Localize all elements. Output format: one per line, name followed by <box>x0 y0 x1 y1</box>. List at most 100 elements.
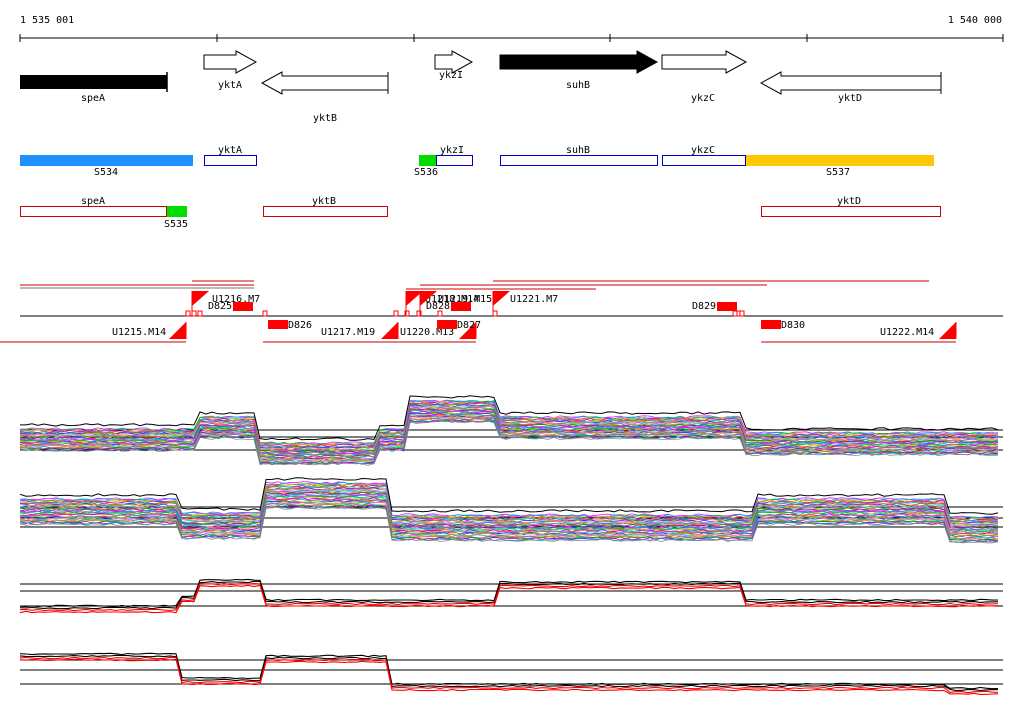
upshift-label: U1220.M13 <box>400 327 454 338</box>
ruler-start-label: 1 535 001 <box>20 15 74 26</box>
shift-marker <box>732 310 738 317</box>
downshift-D829: D829 <box>692 301 737 312</box>
gene-arrow-left <box>260 71 389 95</box>
upshift-label: U1216.M7 <box>212 294 260 305</box>
coordinate-ruler: 1 535 001 1 540 000 <box>19 15 1004 42</box>
gene-box-outline <box>662 155 746 166</box>
transcript-box-suhB: suhB <box>500 145 658 166</box>
profile-trace <box>19 489 999 527</box>
antisense-transcript-track: speA S535 yktB yktD <box>20 196 941 230</box>
transcript-box-S534: S534 <box>20 155 193 178</box>
antisense-box-label: yktB <box>312 196 336 207</box>
upshift-flag <box>169 322 186 339</box>
upshift-flag <box>420 291 437 306</box>
upshift-label: U1221.M7 <box>510 294 558 305</box>
gene-arrow-right <box>203 50 258 74</box>
profile-trace <box>19 580 999 610</box>
profile-trace <box>19 411 999 457</box>
segment-bar <box>746 155 934 166</box>
profile-trace <box>19 495 999 533</box>
segment-bar <box>167 206 187 217</box>
shift-marker <box>492 310 498 317</box>
expression-profile-panels <box>19 395 1003 695</box>
profile-trace <box>19 407 999 453</box>
transcript-box-ykzI: ykzI <box>436 145 473 166</box>
profile-trace <box>19 412 999 458</box>
transcript-box-yktA: yktA <box>204 145 257 166</box>
profile-trace <box>19 493 999 531</box>
gene-box-outline <box>263 206 388 217</box>
upshift-U1221.M7: U1221.M7 <box>492 291 558 316</box>
profile-trace <box>19 505 999 543</box>
upshift-label: U1215.M14 <box>112 327 166 338</box>
gene-yktD: yktD <box>759 71 942 104</box>
gene-bar <box>20 75 167 89</box>
upshift-U1216.M7: U1216.M7 <box>191 291 260 316</box>
transcript-box-label: yktA <box>218 145 242 156</box>
shift-marker <box>185 310 191 317</box>
antisense-box-label: yktD <box>837 196 861 207</box>
antisense-box-label: S535 <box>164 219 188 230</box>
profile-trace <box>19 500 999 539</box>
shift-annotation-track: U1215.M14 U1216.M7 U1217.M19 U1218.M14U1219… <box>0 280 1003 343</box>
gene-box-outline <box>204 155 257 166</box>
upshift-flag <box>493 291 510 306</box>
downshift-block <box>437 320 457 329</box>
profile-panel-1 <box>19 395 1003 466</box>
profile-trace <box>19 654 999 692</box>
profile-trace <box>19 493 999 531</box>
profile-trace <box>19 498 999 536</box>
antisense-box-yktD: yktD <box>761 196 941 217</box>
profile-trace <box>19 417 999 463</box>
profile-trace <box>19 495 999 533</box>
upshift-label: U1219.M15 <box>438 294 492 305</box>
profile-trace <box>19 404 998 451</box>
downshift-label: D827 <box>457 320 481 331</box>
downshift-label: D825 <box>208 301 232 312</box>
segment-bar <box>419 155 436 166</box>
upshift-U1218.M14: U1218.M14 <box>405 291 479 316</box>
upshift-U1217.M19: U1217.M19 <box>321 322 399 339</box>
upshift-flag <box>406 291 423 306</box>
antisense-box-yktB: yktB <box>263 196 388 217</box>
downshift-D830: D830 <box>761 320 805 331</box>
downshift-block <box>761 320 781 329</box>
downshift-D826: D826 <box>268 320 312 331</box>
shift-marker <box>739 310 745 317</box>
downshift-D825: D825 <box>208 301 253 312</box>
upshift-label: U1222.M14 <box>880 327 934 338</box>
profile-trace <box>19 658 999 695</box>
gene-arrow-right <box>434 50 474 74</box>
profile-trace <box>19 656 999 694</box>
transcript-box-S536: S536 <box>414 155 438 178</box>
gene-label: yktB <box>313 113 337 124</box>
gene-arrow-right <box>661 50 748 74</box>
downshift-D828: D828 <box>426 301 471 312</box>
transcript-box-S537: S537 <box>746 155 934 178</box>
gene-box-outline <box>500 155 658 166</box>
profile-trace <box>19 578 999 608</box>
transcript-box-label: ykzC <box>691 145 715 156</box>
transcript-box-label: S537 <box>826 167 850 178</box>
profile-trace <box>19 420 999 466</box>
profile-panel-3 <box>19 578 1003 614</box>
profile-trace <box>19 484 999 522</box>
shift-marker <box>437 310 443 317</box>
profile-trace <box>19 419 999 465</box>
profile-trace <box>19 506 999 544</box>
profile-trace <box>19 487 999 525</box>
upshift-label: U1217.M19 <box>321 327 375 338</box>
gene-ykzI: ykzI <box>434 50 474 81</box>
segment-bar <box>20 155 193 166</box>
shift-marker <box>393 310 399 317</box>
gene-suhB: suhB <box>499 50 659 91</box>
ruler-end-label: 1 540 000 <box>948 15 1002 26</box>
gene-label: ykzI <box>439 70 463 81</box>
gene-arrow-left <box>759 71 942 95</box>
gene-yktB: yktB <box>260 71 389 124</box>
profile-trace <box>19 410 999 456</box>
gene-box-outline <box>436 155 473 166</box>
profile-trace <box>19 482 999 519</box>
